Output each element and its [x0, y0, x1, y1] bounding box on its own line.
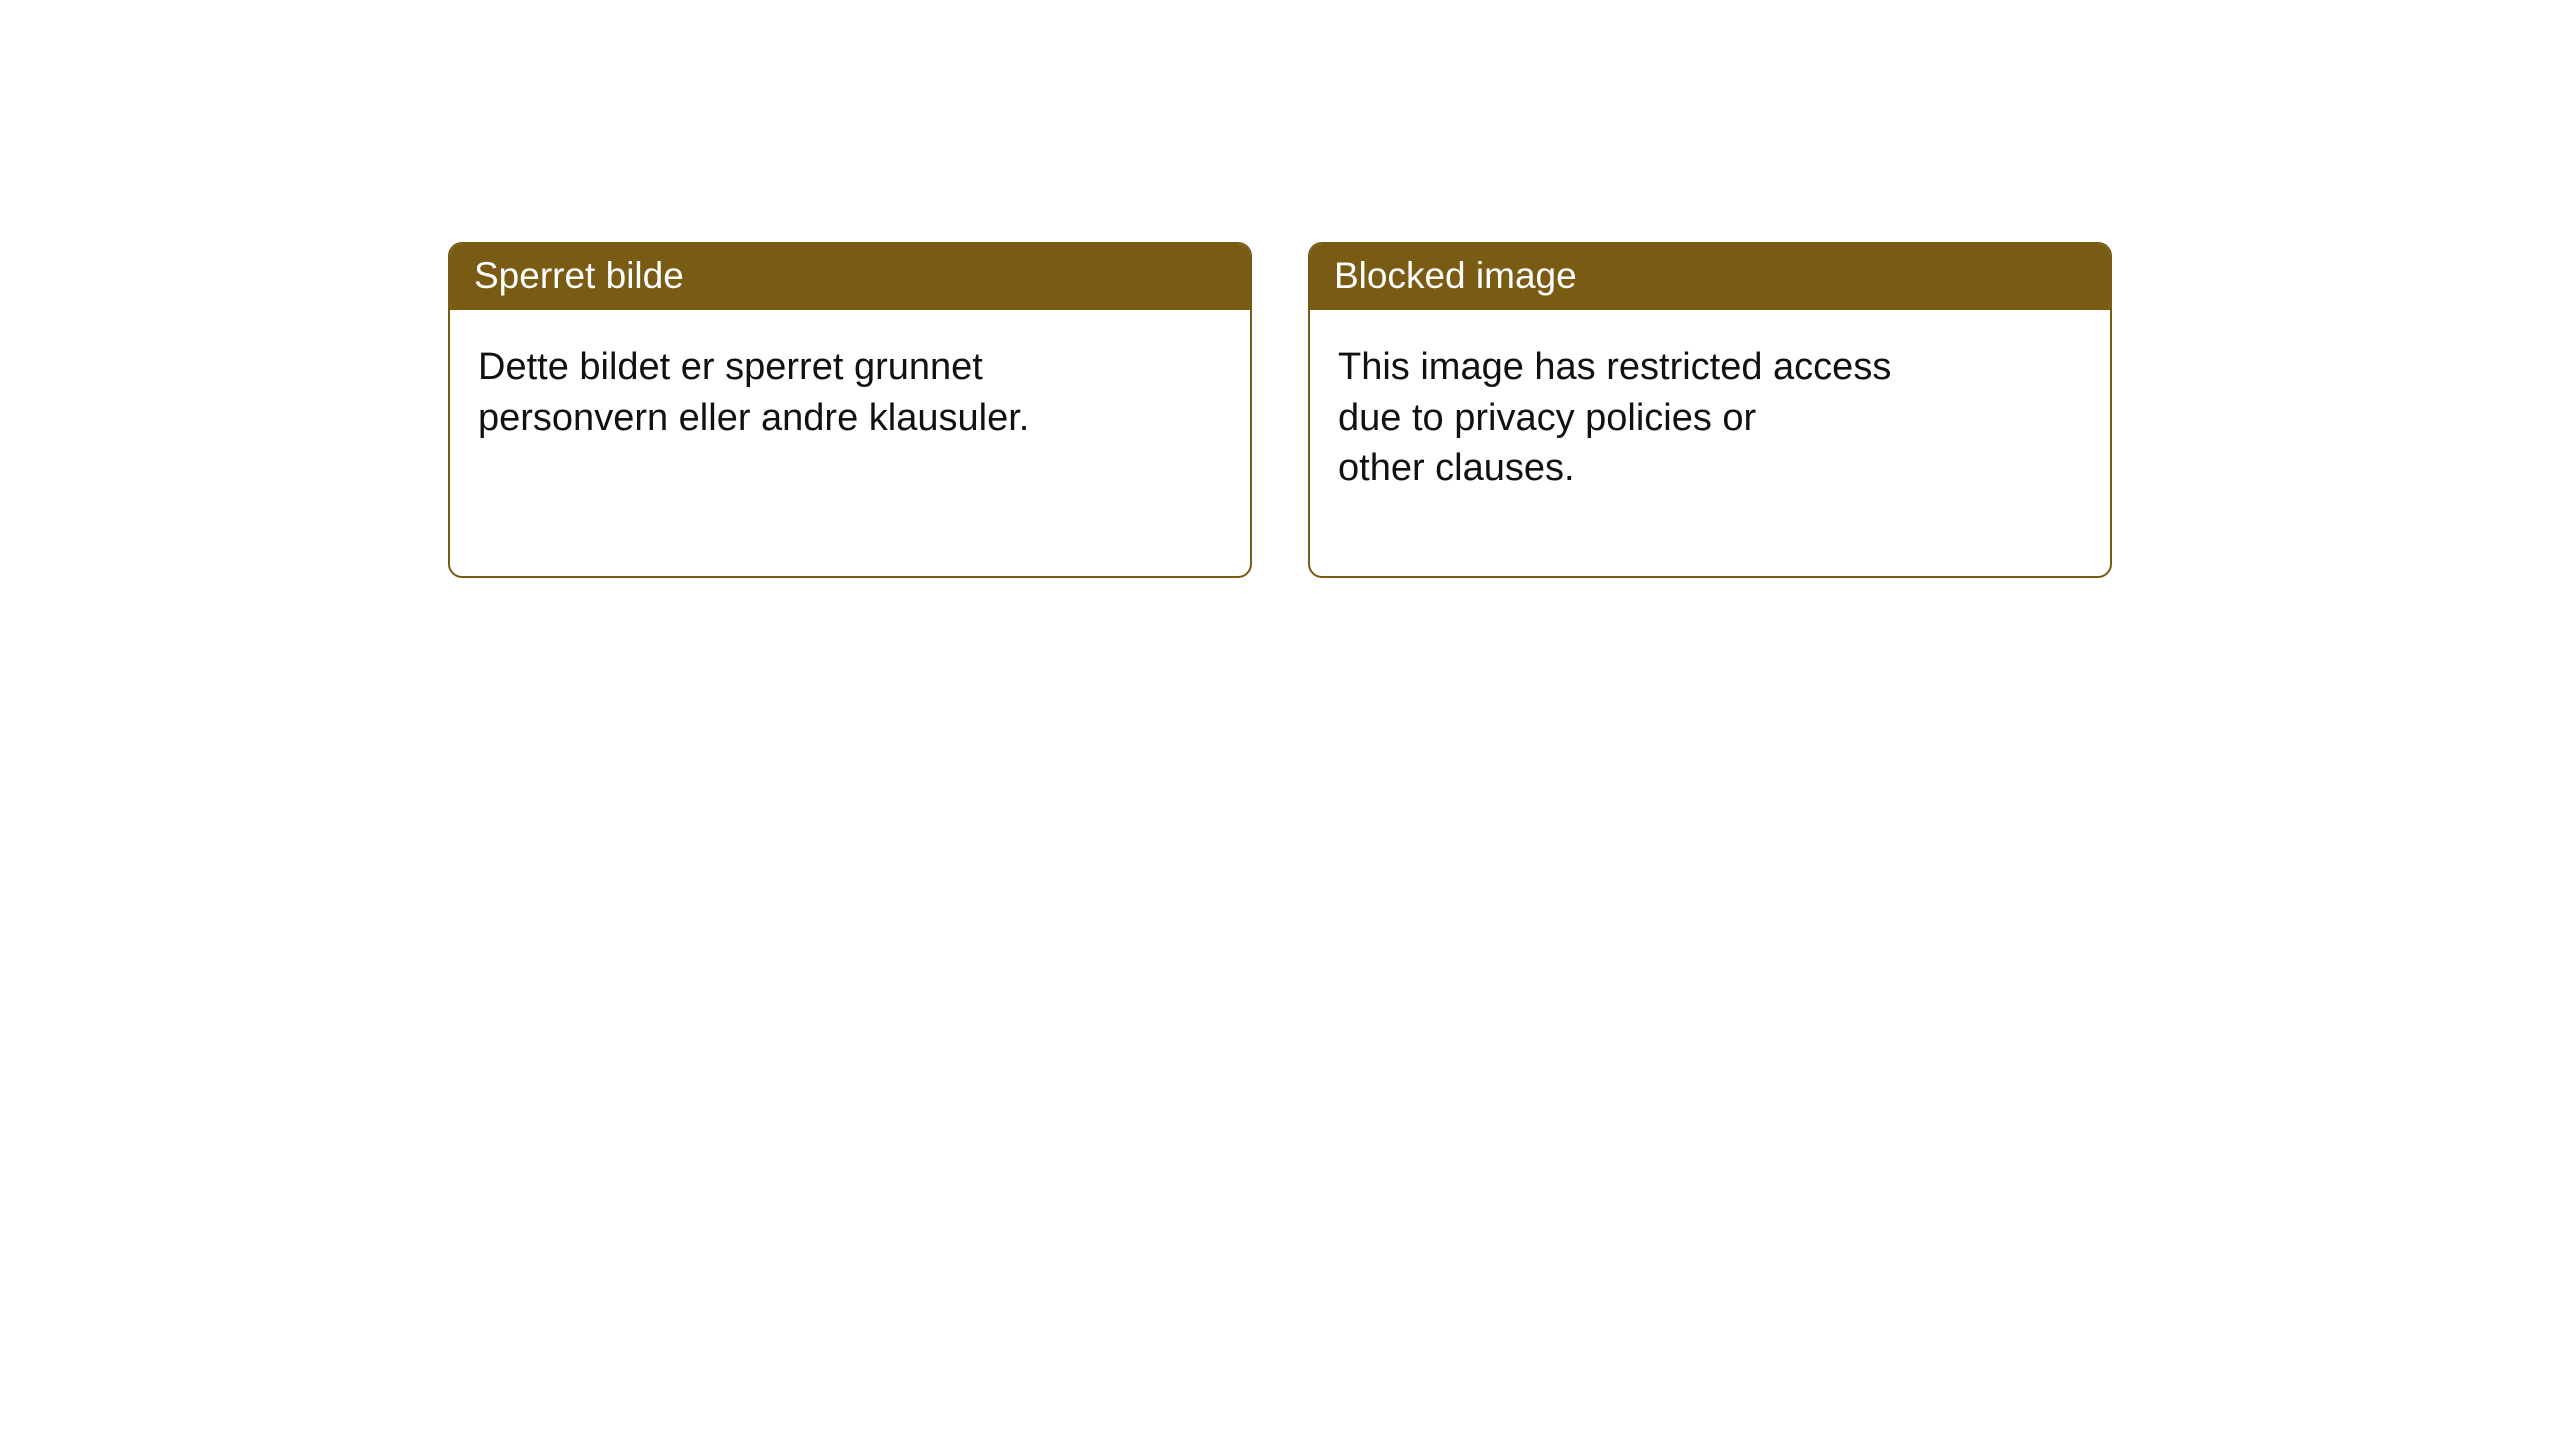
- card-body-line: other clauses.: [1338, 443, 2082, 494]
- card-body-en: This image has restricted access due to …: [1310, 310, 2110, 522]
- card-title-no: Sperret bilde: [450, 244, 1250, 310]
- blocked-image-card-no: Sperret bilde Dette bildet er sperret gr…: [448, 242, 1252, 578]
- card-body-line: personvern eller andre klausuler.: [478, 393, 1222, 444]
- card-body-no: Dette bildet er sperret grunnet personve…: [450, 310, 1250, 471]
- page-root: Sperret bilde Dette bildet er sperret gr…: [0, 0, 2560, 1440]
- card-body-line: Dette bildet er sperret grunnet: [478, 342, 1222, 393]
- card-body-line: due to privacy policies or: [1338, 393, 2082, 444]
- card-title-en: Blocked image: [1310, 244, 2110, 310]
- blocked-image-card-en: Blocked image This image has restricted …: [1308, 242, 2112, 578]
- notice-cards-row: Sperret bilde Dette bildet er sperret gr…: [448, 242, 2112, 578]
- card-body-line: This image has restricted access: [1338, 342, 2082, 393]
